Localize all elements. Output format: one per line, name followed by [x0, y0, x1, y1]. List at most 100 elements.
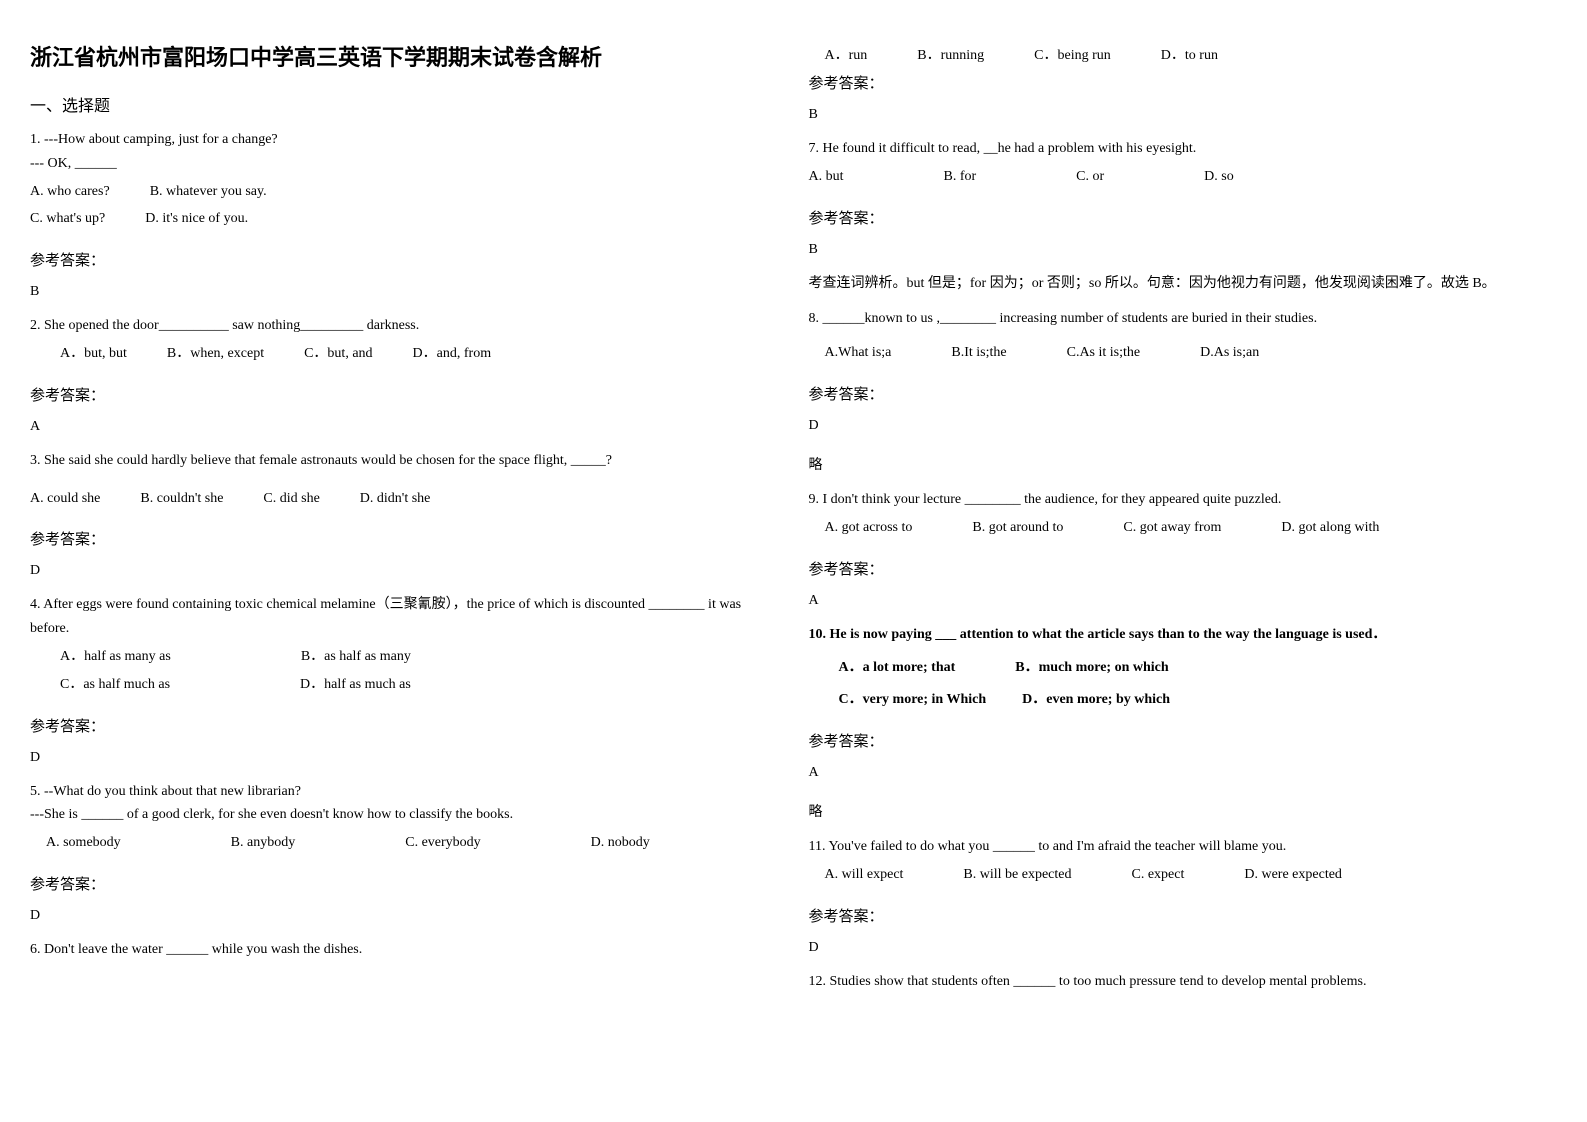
q2-opt-b: B．when, except	[167, 342, 264, 366]
q11-opt-a: A. will expect	[825, 863, 904, 887]
q2-opt-d: D．and, from	[413, 342, 492, 366]
q7-opt-d: D. so	[1204, 165, 1234, 189]
question-4: 4. After eggs were found containing toxi…	[30, 593, 779, 696]
page-title: 浙江省杭州市富阳场口中学高三英语下学期期末试卷含解析	[30, 40, 779, 72]
q5-answer: D	[30, 908, 779, 924]
q3-opt-b: B. couldn't she	[140, 487, 223, 511]
q9-opt-d: D. got along with	[1281, 516, 1379, 540]
q2-answer: A	[30, 419, 779, 435]
q1-text: 1. ---How about camping, just for a chan…	[30, 128, 779, 152]
q11-options: A. will expect B. will be expected C. ex…	[809, 863, 1558, 887]
q6-opt-c: C．being run	[1034, 44, 1111, 64]
q7-options: A. but B. for C. or D. so	[809, 165, 1558, 189]
q5-opt-b: B. anybody	[231, 831, 296, 855]
q5-opt-c: C. everybody	[405, 831, 480, 855]
q4-answer-label: 参考答案：	[30, 715, 779, 736]
q10-opt-b: B．much more; on which	[1015, 656, 1168, 680]
q6-opt-d: D．to run	[1161, 44, 1218, 64]
q9-opt-b: B. got around to	[972, 516, 1063, 540]
q9-opt-a: A. got across to	[825, 516, 913, 540]
q11-answer-label: 参考答案：	[809, 905, 1558, 926]
q8-opt-a: A.What is;a	[825, 341, 892, 365]
q10-opt-d: D．even more; by which	[1022, 688, 1170, 712]
q10-opt-c: C．very more; in Which	[839, 688, 987, 712]
question-11: 11. You've failed to do what you ______ …	[809, 835, 1558, 887]
q3-answer: D	[30, 563, 779, 579]
q1-opt-a: A. who cares?	[30, 180, 110, 204]
q7-opt-a: A. but	[809, 165, 844, 189]
question-6: 6. Don't leave the water ______ while yo…	[30, 938, 779, 962]
q3-options: A. could she B. couldn't she C. did she …	[30, 487, 779, 511]
q8-answer: D	[809, 418, 1558, 434]
question-12: 12. Studies show that students often ___…	[809, 970, 1558, 994]
q3-opt-d: D. didn't she	[360, 487, 431, 511]
q8-opt-b: B.It is;the	[951, 341, 1006, 365]
q10-text: 10. He is now paying ___ attention to wh…	[809, 623, 1558, 647]
q12-text: 12. Studies show that students often ___…	[809, 970, 1558, 994]
q3-opt-c: C. did she	[263, 487, 319, 511]
q4-text: 4. After eggs were found containing toxi…	[30, 593, 779, 641]
q9-answer: A	[809, 593, 1558, 609]
q6-options: A．run B．running C．being run D．to run	[809, 44, 1558, 64]
q7-opt-c: C. or	[1076, 165, 1104, 189]
q2-text: 2. She opened the door__________ saw not…	[30, 314, 779, 338]
q4-opt-b: B．as half as many	[301, 645, 411, 669]
section-heading: 一、选择题	[30, 92, 779, 116]
q1-text2: --- OK, ______	[30, 152, 779, 176]
q3-opt-a: A. could she	[30, 487, 100, 511]
q4-opt-a: A．half as many as	[60, 645, 171, 669]
q7-text: 7. He found it difficult to read, __he h…	[809, 137, 1558, 161]
q2-options: A．but, but B．when, except C．but, and D．a…	[30, 342, 779, 366]
q5-opt-a: A. somebody	[46, 831, 121, 855]
q10-options: A．a lot more; that B．much more; on which	[809, 656, 1558, 680]
question-1: 1. ---How about camping, just for a chan…	[30, 128, 779, 231]
q2-answer-label: 参考答案：	[30, 384, 779, 405]
q11-answer: D	[809, 940, 1558, 956]
q5-opt-d: D. nobody	[591, 831, 650, 855]
q11-opt-d: D. were expected	[1244, 863, 1342, 887]
question-9: 9. I don't think your lecture ________ t…	[809, 488, 1558, 540]
q4-options-2: C．as half much as D．half as much as	[30, 673, 779, 697]
q11-opt-c: C. expect	[1132, 863, 1185, 887]
q10-answer-label: 参考答案：	[809, 730, 1558, 751]
question-5: 5. --What do you think about that new li…	[30, 780, 779, 855]
q2-opt-c: C．but, and	[304, 342, 372, 366]
q2-opt-a: A．but, but	[60, 342, 127, 366]
q1-opt-c: C. what's up?	[30, 207, 105, 231]
q9-text: 9. I don't think your lecture ________ t…	[809, 488, 1558, 512]
q10-options-2: C．very more; in Which D．even more; by wh…	[809, 688, 1558, 712]
q8-options: A.What is;a B.It is;the C.As it is;the D…	[809, 341, 1558, 365]
q1-opt-d: D. it's nice of you.	[145, 207, 248, 231]
q5-text2: ---She is ______ of a good clerk, for sh…	[30, 803, 779, 827]
q9-opt-c: C. got away from	[1123, 516, 1221, 540]
q4-opt-c: C．as half much as	[60, 673, 170, 697]
q5-answer-label: 参考答案：	[30, 873, 779, 894]
q9-options: A. got across to B. got around to C. got…	[809, 516, 1558, 540]
q7-explain: 考查连词辨析。but 但是；for 因为；or 否则；so 所以。句意：因为他视…	[809, 272, 1558, 296]
right-column: A．run B．running C．being run D．to run 参考答…	[809, 40, 1558, 1003]
q6-opt-b: B．running	[917, 44, 984, 64]
question-8: 8. ______known to us ,________ increasin…	[809, 307, 1558, 365]
q6-answer-label: 参考答案：	[809, 72, 1558, 93]
q1-answer-label: 参考答案：	[30, 249, 779, 270]
q8-text: 8. ______known to us ,________ increasin…	[809, 307, 1558, 331]
q1-options-2: C. what's up? D. it's nice of you.	[30, 207, 779, 231]
q4-options: A．half as many as B．as half as many	[30, 645, 779, 669]
q11-opt-b: B. will be expected	[963, 863, 1071, 887]
q8-answer-label: 参考答案：	[809, 383, 1558, 404]
question-3: 3. She said she could hardly believe tha…	[30, 449, 779, 511]
q1-options: A. who cares? B. whatever you say.	[30, 180, 779, 204]
question-2: 2. She opened the door__________ saw not…	[30, 314, 779, 366]
q10-opt-a: A．a lot more; that	[839, 656, 956, 680]
q8-omit: 略	[809, 454, 1558, 474]
q1-opt-b: B. whatever you say.	[150, 180, 267, 204]
q7-answer: B	[809, 242, 1558, 258]
question-7: 7. He found it difficult to read, __he h…	[809, 137, 1558, 189]
q3-text: 3. She said she could hardly believe tha…	[30, 449, 779, 473]
q8-opt-c: C.As it is;the	[1067, 341, 1141, 365]
q1-answer: B	[30, 284, 779, 300]
q6-answer: B	[809, 107, 1558, 123]
q10-answer: A	[809, 765, 1558, 781]
q5-text: 5. --What do you think about that new li…	[30, 780, 779, 804]
q4-answer: D	[30, 750, 779, 766]
